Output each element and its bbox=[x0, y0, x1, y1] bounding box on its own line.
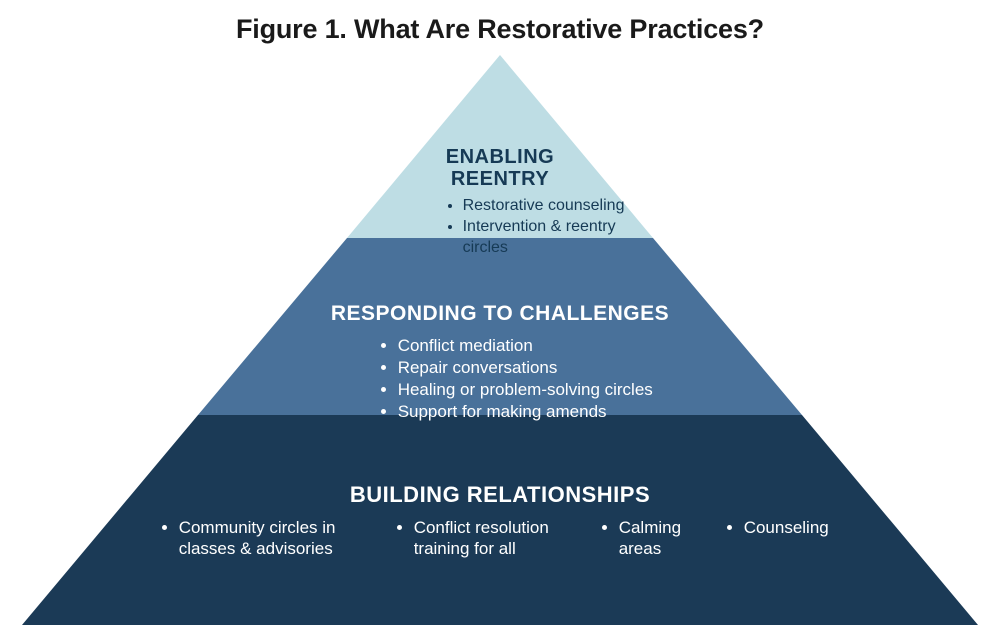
tier-middle-item: Support for making amends bbox=[398, 401, 699, 423]
tier-top-label-text: ENABLINGREENTRY bbox=[446, 146, 554, 190]
tier-top-item: Restorative counseling bbox=[463, 196, 625, 217]
tier-middle-item: Conflict mediation bbox=[398, 335, 699, 357]
tier-bottom-items: Community circles in classes & advisorie… bbox=[20, 517, 980, 560]
figure-title: Figure 1. What Are Restorative Practices… bbox=[0, 0, 1000, 45]
tier-top-label: ENABLINGREENTRY bbox=[20, 146, 980, 190]
tier-bottom-label-text: BUILDING RELATIONSHIPS bbox=[350, 482, 650, 507]
tier-bottom-item: Conflict resolution training for all bbox=[414, 517, 570, 560]
tier-middle-label-text: RESPONDING TO CHALLENGES bbox=[331, 302, 669, 325]
tier-bottom-item: Calming areas bbox=[619, 517, 695, 560]
tier-bottom-label: BUILDING RELATIONSHIPS bbox=[20, 482, 980, 508]
tier-middle-item: Healing or problem-solving circles bbox=[398, 379, 699, 401]
tier-middle-label: RESPONDING TO CHALLENGES bbox=[20, 302, 980, 326]
tier-middle-items: Conflict mediation Repair conversations … bbox=[379, 335, 699, 423]
tier-top-items: Restorative counseling Intervention & re… bbox=[445, 196, 625, 258]
tier-top-item: Intervention & reentry circles bbox=[463, 217, 625, 259]
tier-bottom-item: Counseling bbox=[744, 517, 840, 538]
tier-bottom-item: Community circles in classes & advisorie… bbox=[179, 517, 365, 560]
pyramid-diagram: ENABLINGREENTRY Restorative counseling I… bbox=[20, 55, 980, 635]
tier-middle-item: Repair conversations bbox=[398, 357, 699, 379]
